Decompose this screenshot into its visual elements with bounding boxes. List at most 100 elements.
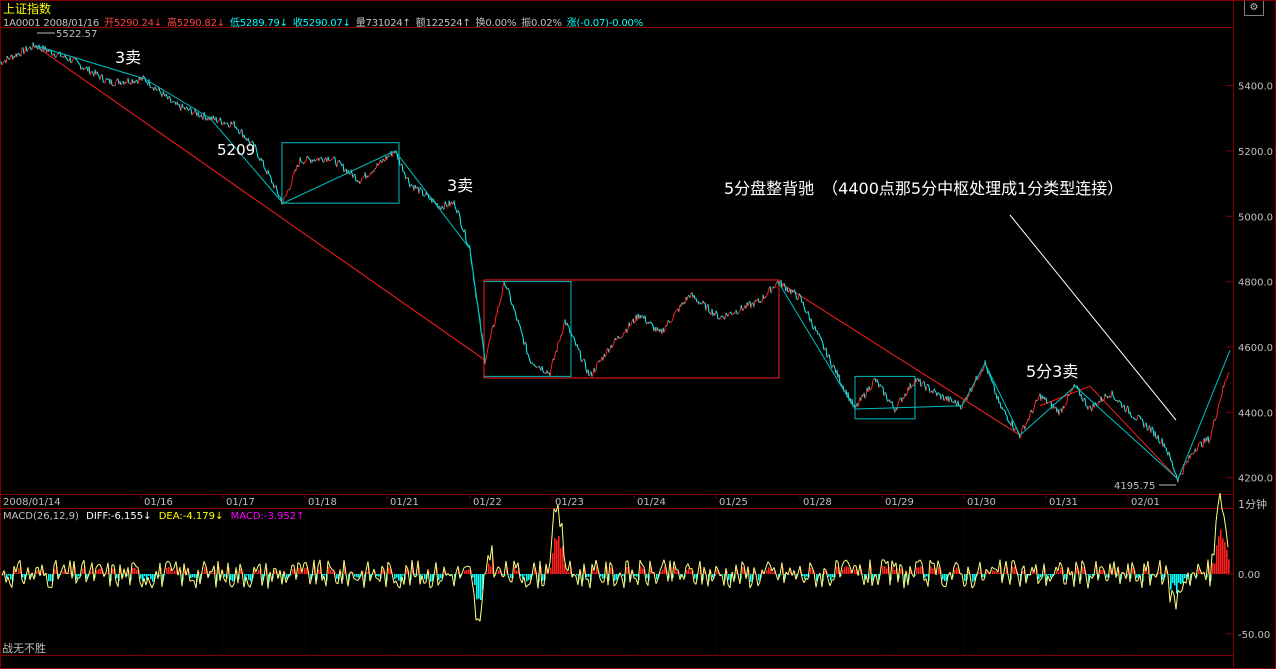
macd-bar xyxy=(354,574,356,577)
price-tick xyxy=(244,137,247,140)
price-tick xyxy=(1214,418,1217,421)
diff-line-segment xyxy=(937,560,941,568)
macd-bar xyxy=(332,571,334,574)
price-tick xyxy=(595,363,598,371)
macd-bar xyxy=(774,570,776,574)
price-tick xyxy=(1143,424,1146,428)
price-tick xyxy=(836,369,839,379)
diff-line-segment xyxy=(999,559,1003,584)
macd-bar xyxy=(680,574,682,578)
price-tick xyxy=(1134,418,1137,421)
pivot-box xyxy=(281,142,400,204)
diff-line-segment xyxy=(847,562,851,567)
macd-bar xyxy=(1170,574,1172,590)
diff-line-segment xyxy=(101,569,105,577)
macd-bar xyxy=(720,574,722,576)
price-tick xyxy=(20,48,23,57)
diff-line-segment xyxy=(505,560,509,576)
macd-bar xyxy=(468,569,470,574)
price-tick xyxy=(942,394,945,401)
price-tick xyxy=(1211,426,1214,430)
diff-line-segment xyxy=(1141,563,1145,588)
price-tick xyxy=(1003,409,1006,412)
diff-line-segment xyxy=(117,564,121,587)
diff-line-segment xyxy=(903,570,907,589)
price-tick xyxy=(570,332,573,336)
price-tick xyxy=(104,78,107,83)
price-tick xyxy=(934,390,937,393)
price-tick xyxy=(277,194,280,197)
diff-line-segment xyxy=(743,564,747,580)
period-unit[interactable]: 1分钟 xyxy=(1238,498,1267,511)
macd-bar xyxy=(878,574,880,580)
price-tick xyxy=(296,164,299,167)
price-tick xyxy=(168,95,171,98)
diff-line-segment xyxy=(977,561,981,572)
diff-line-segment xyxy=(203,561,207,567)
diff-line-segment xyxy=(1051,574,1055,578)
macd-bar xyxy=(526,574,528,582)
price-tick xyxy=(594,370,597,373)
price-tick xyxy=(966,396,969,401)
price-tick xyxy=(91,71,94,74)
price-tick xyxy=(802,301,805,307)
macd-bar xyxy=(842,569,844,574)
price-tick xyxy=(1121,406,1124,409)
diff-line-segment xyxy=(447,573,451,577)
diff-line-segment xyxy=(145,577,149,586)
diff-line-segment xyxy=(687,563,691,570)
diff-line-segment xyxy=(41,564,45,577)
diff-line-segment xyxy=(997,559,1001,573)
price-tick xyxy=(247,137,250,142)
diff-line-segment xyxy=(1225,529,1229,548)
price-tick xyxy=(1212,419,1215,427)
macd-bar xyxy=(1106,574,1108,578)
price-tick xyxy=(300,161,303,164)
price-tick xyxy=(388,155,391,157)
macd-bar xyxy=(1004,573,1006,574)
price-tick xyxy=(1184,463,1187,466)
diff-line-segment xyxy=(683,566,687,580)
macd-bar xyxy=(942,574,944,580)
macd-bar xyxy=(502,574,504,576)
price-tick xyxy=(460,225,463,229)
diff-line-segment xyxy=(259,563,263,586)
macd-bar xyxy=(824,570,826,574)
price-tick xyxy=(622,332,625,336)
macd-bar xyxy=(836,566,838,574)
diff-line-segment xyxy=(297,562,301,565)
diff-line-segment xyxy=(245,576,249,585)
diff-line-segment xyxy=(255,565,259,572)
diff-line-segment xyxy=(663,559,667,569)
diff-line-segment xyxy=(1149,573,1153,586)
price-tick xyxy=(584,361,587,370)
diff-line-segment xyxy=(305,562,309,570)
price-tick xyxy=(338,159,341,163)
macd-bar xyxy=(304,568,306,574)
diff-line-segment xyxy=(907,566,911,586)
macd-bar xyxy=(994,571,996,574)
diff-line-segment xyxy=(761,569,765,575)
price-series xyxy=(0,42,1230,483)
diff-line-segment xyxy=(411,560,415,577)
macd-label: MACD(26,12,9) xyxy=(3,511,79,522)
price-tick xyxy=(1064,404,1067,407)
diff-line-segment xyxy=(539,560,543,587)
price-tick xyxy=(724,312,727,320)
price-tick xyxy=(1147,425,1150,431)
diff-line-segment xyxy=(319,559,323,581)
price-tick xyxy=(387,155,390,157)
price-tick xyxy=(1083,397,1086,400)
diff-line-segment xyxy=(1013,560,1017,569)
macd-bar xyxy=(192,574,194,578)
diff-line-segment xyxy=(1207,559,1211,587)
macd-bar xyxy=(144,574,146,577)
diff-line-segment xyxy=(417,560,421,585)
price-tick xyxy=(826,355,829,359)
price-tick xyxy=(334,157,337,165)
diff-line-segment xyxy=(821,568,825,588)
price-tick xyxy=(443,201,446,210)
diff-line-segment xyxy=(819,573,823,588)
diff-line-segment xyxy=(983,569,987,581)
